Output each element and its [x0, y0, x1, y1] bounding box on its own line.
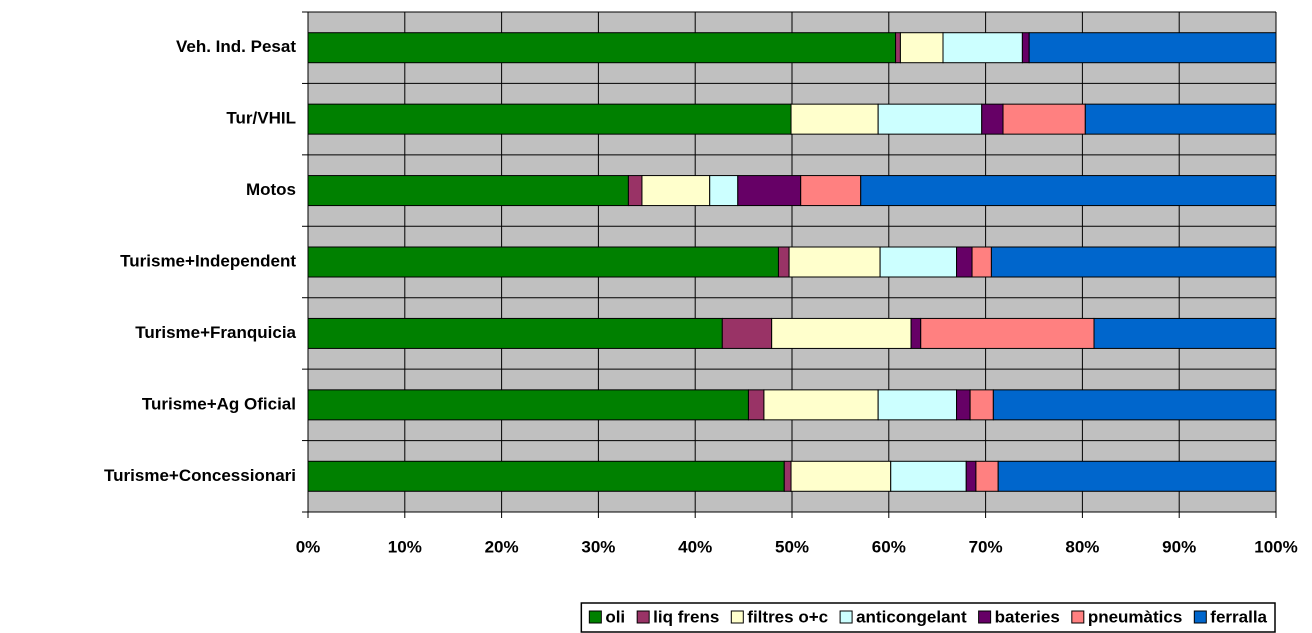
- y-tick-label: Turisme+Franquicia: [135, 323, 296, 342]
- y-tick-label: Turisme+Concessionari: [104, 466, 296, 485]
- x-tick-label: 30%: [581, 537, 615, 556]
- legend-swatch: [1071, 610, 1085, 624]
- bar-segment: [860, 175, 1277, 207]
- bar-segment: [709, 175, 739, 207]
- x-tick-label: 0%: [296, 537, 321, 556]
- legend-swatch: [978, 610, 992, 624]
- bar-segment: [879, 246, 958, 278]
- bar-segment: [877, 103, 983, 135]
- x-tick-label: 10%: [388, 537, 422, 556]
- bar-segment: [942, 32, 1023, 64]
- bar-segment: [1021, 32, 1030, 64]
- y-tick-label: Turisme+Independent: [120, 251, 296, 270]
- bar-segment: [771, 317, 912, 349]
- x-tick-label: 40%: [678, 537, 712, 556]
- bar-segment: [877, 389, 958, 421]
- bar-segment: [307, 175, 629, 207]
- bar-segment: [899, 32, 944, 64]
- legend-box: [580, 602, 1276, 633]
- legend-label: bateries: [995, 607, 1060, 626]
- bar-segment: [747, 389, 765, 421]
- bar-segment: [997, 460, 1277, 492]
- legend-label: anticongelant: [856, 607, 967, 626]
- legend-swatch: [839, 610, 853, 624]
- bar-segment: [788, 246, 881, 278]
- bar-segment: [981, 103, 1004, 135]
- bar-segment: [1028, 32, 1277, 64]
- bar-segment: [956, 389, 971, 421]
- y-tick-label: Turisme+Ag Oficial: [142, 394, 296, 413]
- bar-segment: [971, 246, 992, 278]
- bar-segment: [895, 32, 901, 64]
- y-tick-label: Tur/VHIL: [226, 109, 296, 128]
- bar-segment: [307, 317, 723, 349]
- bar-segment: [307, 246, 779, 278]
- bar-segment: [307, 103, 792, 135]
- bar-segment: [627, 175, 643, 207]
- bar-segment: [721, 317, 773, 349]
- bar-segment: [890, 460, 967, 492]
- bar-segment: [910, 317, 922, 349]
- legend-label: filtres o+c: [747, 607, 828, 626]
- x-tick-label: 80%: [1065, 537, 1099, 556]
- bar-segment: [783, 460, 792, 492]
- bar-segment: [990, 246, 1277, 278]
- bar-segment: [307, 32, 897, 64]
- x-tick-label: 100%: [1254, 537, 1297, 556]
- bar-segment: [777, 246, 790, 278]
- legend-label: oli: [605, 607, 625, 626]
- x-tick-label: 50%: [775, 537, 809, 556]
- bar-segment: [992, 389, 1277, 421]
- bar-segment: [641, 175, 711, 207]
- legend-swatch: [1193, 610, 1207, 624]
- y-tick-label: Veh. Ind. Pesat: [176, 37, 296, 56]
- legend-label: liq frens: [653, 607, 719, 626]
- legend-label: pneumàtics: [1088, 607, 1182, 626]
- legend-label: ferralla: [1210, 607, 1267, 626]
- x-tick-label: 60%: [872, 537, 906, 556]
- bar-segment: [307, 389, 749, 421]
- legend: oli liq frens filtres o+c anticongelant bate…: [580, 602, 1276, 633]
- legend-swatch: [588, 610, 602, 624]
- bar-segment: [307, 460, 785, 492]
- x-tick-label: 90%: [1162, 537, 1196, 556]
- bar-segment: [800, 175, 862, 207]
- bar-segment: [956, 246, 973, 278]
- bar-segment: [920, 317, 1095, 349]
- x-tick-label: 70%: [969, 537, 1003, 556]
- bar-segment: [737, 175, 802, 207]
- bar-segment: [763, 389, 879, 421]
- bar-segment: [1093, 317, 1277, 349]
- bar-segment: [969, 389, 994, 421]
- y-tick-label: Motos: [246, 180, 296, 199]
- bar-segment: [1084, 103, 1277, 135]
- bar-segment: [790, 103, 879, 135]
- bar-segment: [790, 460, 892, 492]
- bar-segment: [1002, 103, 1086, 135]
- x-tick-label: 20%: [485, 537, 519, 556]
- legend-swatch: [730, 610, 744, 624]
- bar-segment: [975, 460, 999, 492]
- bar-segment: [965, 460, 977, 492]
- legend-swatch: [636, 610, 650, 624]
